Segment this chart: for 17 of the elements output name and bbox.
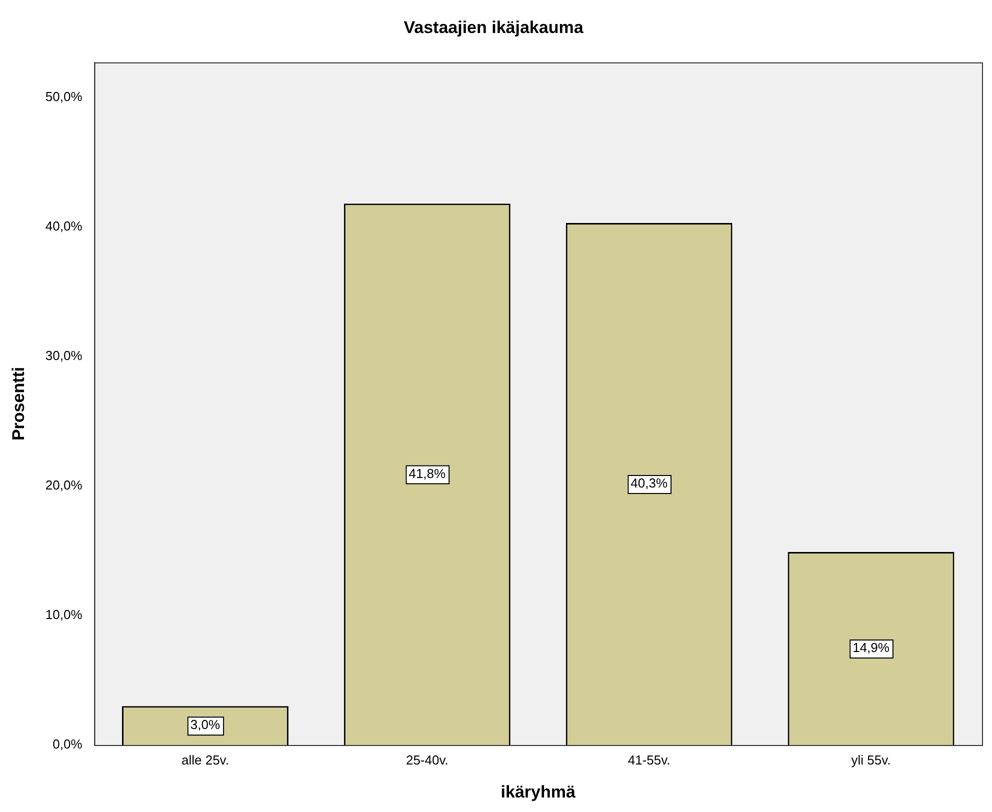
y-tick-label: 30,0%	[45, 348, 83, 363]
x-tick-label: yli 55v.	[851, 752, 891, 768]
y-axis-title: Prosentti	[8, 366, 28, 441]
x-tick-label: 41-55v.	[628, 752, 670, 768]
data-label: 14,9%	[852, 640, 890, 656]
x-tick-label: alle 25v.	[181, 752, 229, 768]
y-tick-label: 50,0%	[45, 88, 83, 104]
y-tick-label: 0,0%	[52, 736, 83, 752]
data-label: 40,3%	[630, 476, 668, 491]
x-axis-title: ikäryhmä	[500, 782, 576, 802]
chart-title: Vastaajien ikäjakauma	[404, 18, 584, 37]
y-tick-label: 40,0%	[45, 218, 83, 234]
data-label: 3,0%	[190, 717, 220, 732]
y-tick-label: 10,0%	[45, 607, 83, 622]
x-tick-label: 25-40v.	[406, 752, 448, 768]
y-tick-label: 20,0%	[45, 478, 83, 493]
data-label: 41,8%	[408, 466, 446, 481]
